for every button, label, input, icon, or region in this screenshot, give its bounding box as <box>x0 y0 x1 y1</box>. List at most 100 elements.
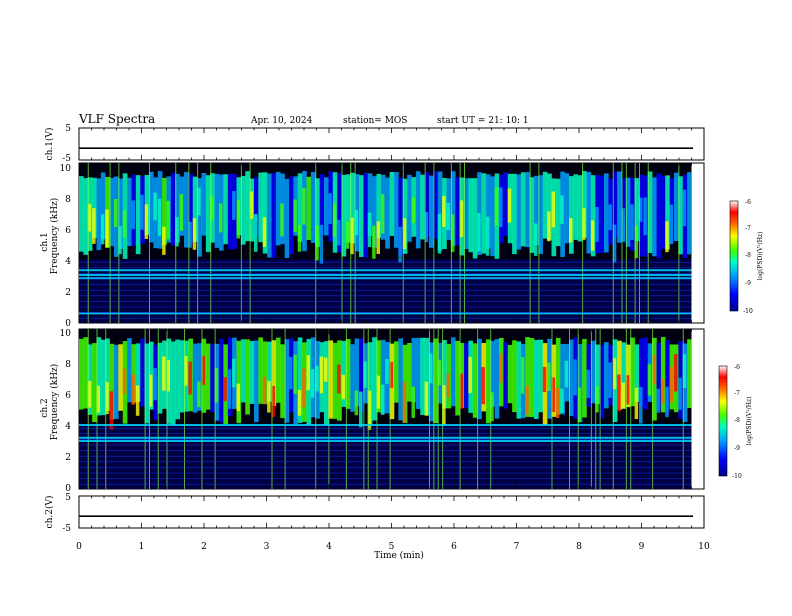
spectrogram-hotspot <box>665 386 669 418</box>
spectrogram-hotspot <box>634 225 639 259</box>
xtick-4: 4 <box>326 542 332 552</box>
spectrogram-spike <box>625 329 627 489</box>
spectrogram-hotspot <box>555 387 560 418</box>
spectrogram-hotspot <box>175 217 179 247</box>
spectrogram-hotspot <box>595 206 599 242</box>
spectrogram-spike <box>96 329 98 489</box>
spectrogram-column <box>420 337 425 416</box>
spectrogram-hotspot <box>534 223 538 256</box>
spectrogram-spike <box>354 163 356 323</box>
ch2-ytick-0: 0 <box>65 484 71 494</box>
spectrogram-hotspot <box>324 357 328 382</box>
spectrogram-column <box>262 341 268 405</box>
spectrogram-spike <box>612 329 614 489</box>
ch1-cb-tick-9: -9 <box>745 280 751 287</box>
spectrogram-hotspot <box>280 203 284 237</box>
spectrogram-column <box>385 177 390 249</box>
spectrogram-hotspot <box>236 383 240 412</box>
date-label: Apr. 10, 2024 <box>250 116 313 126</box>
spectrogram-hotspot <box>197 381 201 408</box>
spectrogram-hotspot <box>490 392 494 422</box>
spectrogram-hotspot <box>254 214 258 252</box>
spectrogram-hotspot <box>617 374 621 412</box>
spectrogram-column <box>192 343 198 413</box>
spectrogram-column <box>687 172 692 255</box>
spectrogram-column <box>472 178 478 259</box>
ch2-ytick-10: 10 <box>60 329 72 339</box>
spectrogram-column <box>407 342 412 402</box>
spectrogram-hotspot <box>188 221 192 248</box>
spectrogram-spike <box>345 329 347 489</box>
spectrogram-column <box>367 173 373 236</box>
spectrogram-column <box>639 338 644 407</box>
spectrogram-column <box>289 176 294 255</box>
spectrogram-hotspot <box>621 382 625 409</box>
spectrogram-spike <box>652 329 654 489</box>
spectrogram-spike <box>389 329 391 489</box>
ch1-ytick-6: 6 <box>65 226 71 236</box>
spectrogram-column <box>240 339 246 403</box>
ch1-spectrogram-yticks: 0 2 4 6 8 10 <box>60 164 72 329</box>
spectrogram-column <box>464 178 469 250</box>
spectrogram-column <box>481 173 487 254</box>
ch2-waveform-panel: 5 -5 ch.2(V) <box>44 493 705 534</box>
spectrogram-hotspot <box>87 380 92 408</box>
spectrogram-column <box>660 337 666 413</box>
spectrogram-hotspot <box>586 369 590 398</box>
ch2-cb-tick-8: -8 <box>734 417 740 424</box>
ch1-cb-tick-10: -10 <box>743 308 753 315</box>
spectrogram-hotspot <box>149 374 153 407</box>
spectrogram-hotspot <box>446 373 450 398</box>
spectrogram-spike <box>595 329 597 489</box>
spectrogram-hotspot <box>595 386 599 413</box>
interference-line <box>79 424 692 426</box>
spectrogram-hotspot <box>582 208 586 240</box>
spectrogram-hotspot <box>315 365 319 392</box>
spectrogram-column <box>573 174 579 240</box>
spectrogram-column <box>665 175 670 250</box>
spectrogram-column <box>297 337 303 423</box>
ch1-spectrogram-image <box>79 163 692 323</box>
spectrogram-hotspot <box>647 364 652 396</box>
spectrogram-hotspot <box>639 386 643 424</box>
spectrogram-hotspot <box>210 196 214 221</box>
spectrogram-column <box>118 344 124 411</box>
ch2-spectrogram-yticks: 0 2 4 6 8 10 <box>60 329 72 494</box>
spectrogram-hotspot <box>485 216 490 256</box>
interference-line <box>79 440 692 442</box>
spectrogram-hotspot <box>332 203 337 237</box>
spectrogram-column <box>324 341 329 425</box>
spectrogram-hotspot <box>105 209 109 248</box>
x-axis-label: Time (min) <box>374 550 424 561</box>
spectrogram-spike <box>240 163 242 323</box>
spectrogram-column <box>319 174 325 236</box>
spectrogram-column <box>450 337 456 407</box>
spectrogram-column <box>337 173 342 253</box>
spectrogram-hotspot <box>682 189 687 227</box>
spectrogram-column <box>437 171 443 251</box>
xtick-5: 5 <box>389 542 395 552</box>
spectrogram-spike <box>639 163 640 323</box>
spectrogram-column <box>599 344 605 419</box>
ch2-waveform-ylabel: ch.2(V) <box>44 496 55 529</box>
spectrogram-spike <box>144 329 146 489</box>
spectrogram-column <box>538 339 544 413</box>
spectrogram-hotspot <box>153 192 157 221</box>
spectrogram-hotspot <box>328 193 332 224</box>
spectrogram-column <box>245 171 250 242</box>
spectrogram-column <box>472 343 478 418</box>
spectrogram-hotspot <box>411 386 415 418</box>
spectrogram-column <box>236 340 242 424</box>
spectrogram-hotspot <box>262 217 267 247</box>
spectrogram-column <box>363 172 369 258</box>
xtick-0: 0 <box>76 542 82 552</box>
ch2-colorbar-label: log(PSD)(V²/Hz) <box>746 397 753 446</box>
spectrogram-column <box>490 176 495 257</box>
spectrogram-hotspot <box>494 187 499 226</box>
spectrogram-column <box>127 338 132 403</box>
spectrogram-spike <box>630 329 632 489</box>
spectrogram-hotspot <box>446 202 450 230</box>
spectrogram-hotspot <box>232 191 236 220</box>
spectrogram-hotspot <box>363 361 367 388</box>
spectrogram-hotspot <box>122 368 127 394</box>
